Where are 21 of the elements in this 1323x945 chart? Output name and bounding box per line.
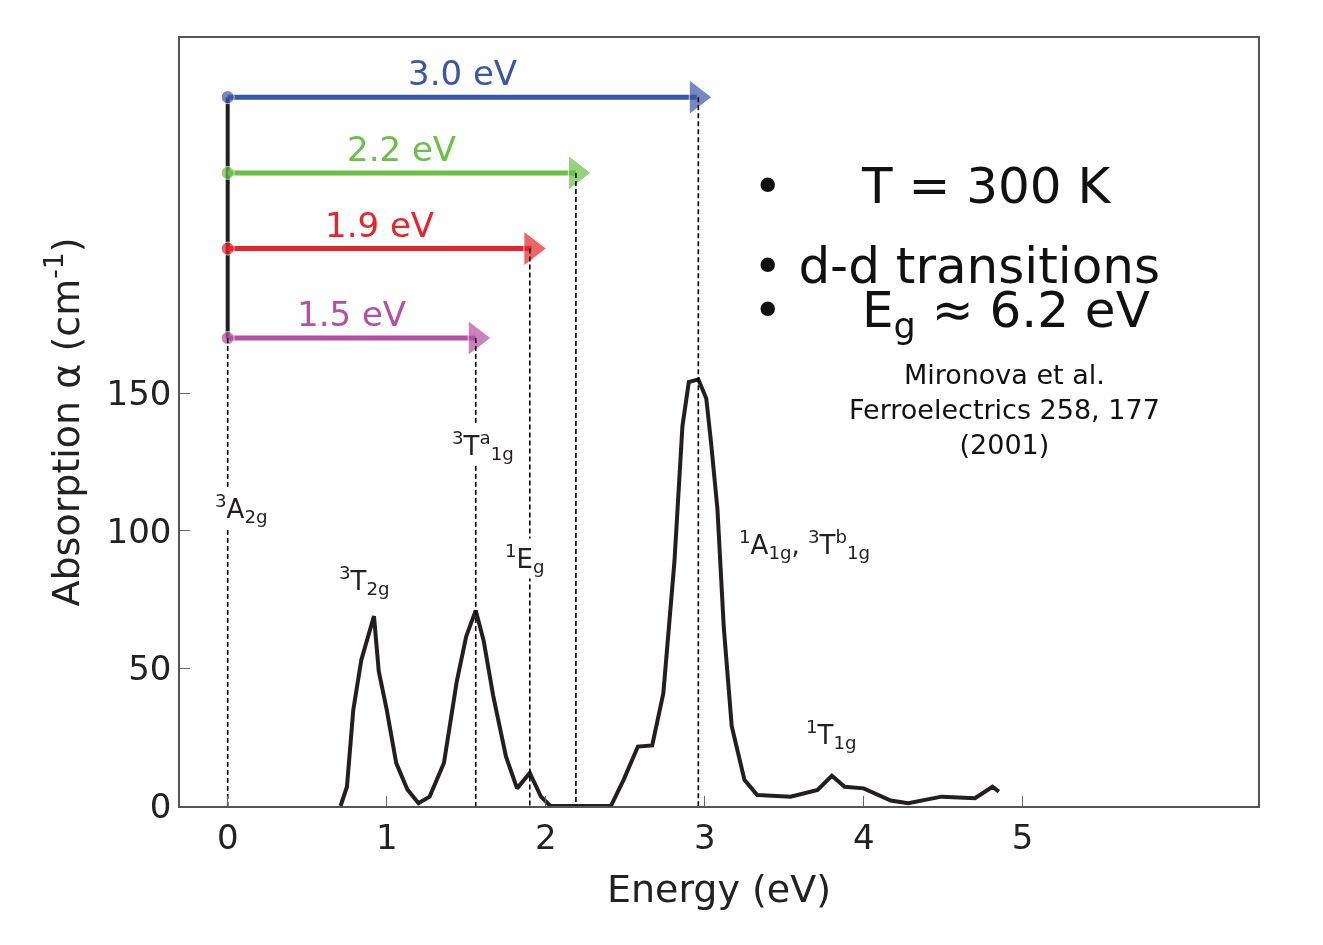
y-tick-label: 0: [149, 785, 172, 826]
annotation: Mironova et al. Ferroelectrics 258, 177 (2001): [849, 359, 1160, 461]
x-tick-label: 0: [216, 816, 239, 857]
series-label: 2.2 eV: [347, 129, 457, 169]
series-label: 1.9 eV: [325, 205, 435, 245]
x-axis-title: Energy (eV): [606, 867, 832, 912]
y-tick-label: 50: [128, 648, 172, 689]
annotation: $^{1}$T$_{1g}$: [806, 716, 857, 754]
annotation: $^{1}$E$_{g}$: [505, 540, 545, 578]
x-tick-label: 2: [534, 816, 557, 857]
x-tick-label: 1: [375, 816, 398, 857]
x-tick-label: 4: [852, 816, 875, 857]
x-tick-label: 5: [1011, 816, 1034, 857]
annotation: $^{3}$T$_{2g}$: [339, 562, 390, 600]
annotation: $^{3}$A$_{2g}$: [215, 490, 268, 528]
y-tick-label: 150: [106, 373, 172, 413]
annotation: • T = 300 K: [753, 157, 1112, 215]
series-label: 1.5 eV: [297, 294, 407, 334]
series-label: 3.0 eV: [408, 53, 518, 93]
x-tick-label: 3: [693, 816, 716, 857]
y-tick-label: 100: [106, 510, 172, 551]
